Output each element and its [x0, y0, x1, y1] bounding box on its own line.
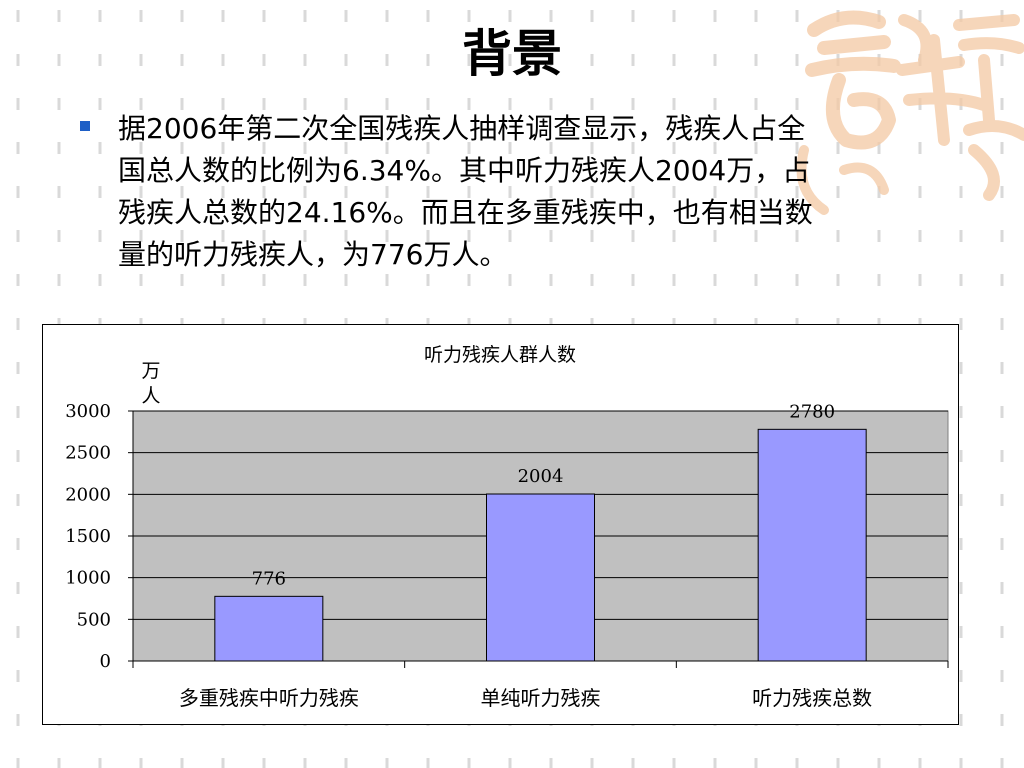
- chart-title: 听力残疾人群人数: [424, 344, 576, 366]
- y-axis-label: 万: [141, 360, 160, 382]
- chart-frame: 听力残疾人群人数万人 0 500 1000 1500 2000 2500 3000 776 多重残…: [42, 324, 959, 725]
- y-tick-label: 1500: [65, 526, 111, 547]
- slide-title: 背景: [462, 25, 562, 83]
- x-tick-label: 多重残疾中听力残疾: [179, 686, 359, 710]
- y-tick-label: 3000: [65, 401, 111, 422]
- bullet-square-icon: [80, 121, 90, 131]
- data-label: 2004: [518, 466, 564, 487]
- bar: [214, 595, 324, 662]
- x-tick-label: 听力残疾总数: [752, 686, 872, 710]
- y-tick-label: 2000: [65, 484, 111, 505]
- y-tick-label: 0: [100, 651, 111, 672]
- calligraphy-decoration: [796, 10, 1024, 215]
- data-label: 2780: [789, 401, 835, 422]
- y-axis-label: 人: [141, 385, 160, 407]
- y-tick-label: 500: [77, 609, 111, 630]
- bar: [486, 493, 595, 662]
- bar: [757, 428, 867, 662]
- calligraphy-stroke: [805, 10, 901, 150]
- bullet-text: 据2006年第二次全国残疾人抽样调查显示，残疾人占全国总人数的比例为6.34%。…: [118, 112, 813, 271]
- data-label: 776: [252, 568, 286, 589]
- y-tick-label: 2500: [65, 443, 111, 464]
- y-tick-label: 1000: [65, 568, 111, 589]
- x-tick-label: 单纯听力残疾: [481, 686, 601, 710]
